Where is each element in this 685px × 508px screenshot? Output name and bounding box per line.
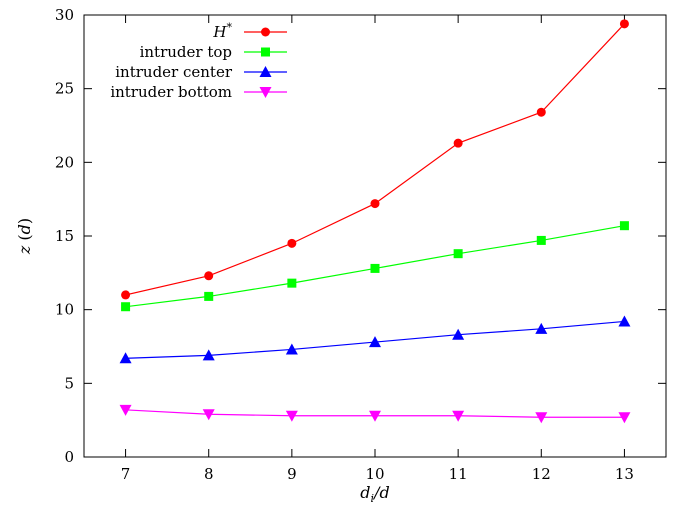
x-tick-label: 9 (287, 465, 297, 483)
y-tick-label: 20 (55, 153, 74, 171)
series-3 (119, 404, 631, 424)
legend-marker (261, 27, 270, 37)
x-tick-label: 8 (204, 465, 214, 483)
data-point (370, 199, 380, 209)
data-point (370, 263, 380, 273)
x-tick-label: 11 (449, 465, 468, 483)
data-point (618, 412, 631, 424)
legend-entry: intruder bottom (110, 83, 287, 101)
legend: H* intruder top intruder center intruder bo… (110, 21, 287, 101)
x-tick-label: 12 (532, 465, 551, 483)
y-tick-label: 10 (55, 301, 74, 319)
data-point (287, 238, 297, 248)
data-point (285, 343, 298, 355)
legend-entry: intruder top (140, 43, 287, 61)
data-point (202, 409, 215, 421)
series-layer (119, 19, 631, 424)
data-point (453, 249, 463, 259)
data-point (453, 138, 463, 148)
data-point (121, 290, 131, 300)
x-axis-title: di/d (360, 483, 389, 505)
series-0 (121, 19, 629, 300)
legend-label: intruder top (140, 43, 232, 61)
data-point (369, 410, 381, 422)
data-point (618, 315, 631, 327)
plot-frame (83, 14, 667, 458)
data-point (119, 352, 132, 364)
legend-label: intruder center (115, 63, 233, 81)
data-point (535, 412, 548, 424)
data-point (369, 336, 381, 348)
y-tick-label: 5 (64, 374, 74, 392)
y-tick-label: 15 (55, 227, 74, 245)
data-point (535, 322, 548, 334)
data-point (202, 349, 215, 361)
series-1 (121, 221, 629, 312)
data-point (536, 107, 546, 117)
legend-marker (259, 66, 272, 77)
x-tick-label: 10 (365, 465, 384, 483)
series-2 (119, 315, 631, 364)
data-point (204, 271, 214, 281)
legend-marker (261, 47, 270, 57)
y-tick-label: 25 (55, 80, 74, 98)
x-tick-label: 13 (615, 465, 634, 483)
legend-entry: intruder center (115, 63, 287, 81)
data-point (119, 404, 132, 416)
legend-entry: H* (212, 21, 287, 41)
data-point (285, 410, 298, 422)
y-tick-label: 30 (55, 6, 74, 24)
data-point (287, 278, 297, 288)
axis-ticks: 0 5 10 15 20 25 30 7 8 9 10 11 12 13 (55, 6, 666, 483)
data-point (121, 302, 131, 312)
legend-marker (259, 87, 272, 98)
legend-label: intruder bottom (110, 83, 232, 101)
x-tick-label: 7 (121, 465, 131, 483)
data-point (536, 235, 546, 245)
data-point (452, 410, 465, 422)
legend-label: H* (212, 21, 232, 41)
y-tick-label: 0 (64, 448, 74, 466)
data-point (619, 19, 629, 29)
data-point (619, 221, 629, 231)
data-point (452, 328, 465, 340)
data-point (204, 291, 214, 301)
y-axis-title: z (d) (15, 218, 34, 255)
